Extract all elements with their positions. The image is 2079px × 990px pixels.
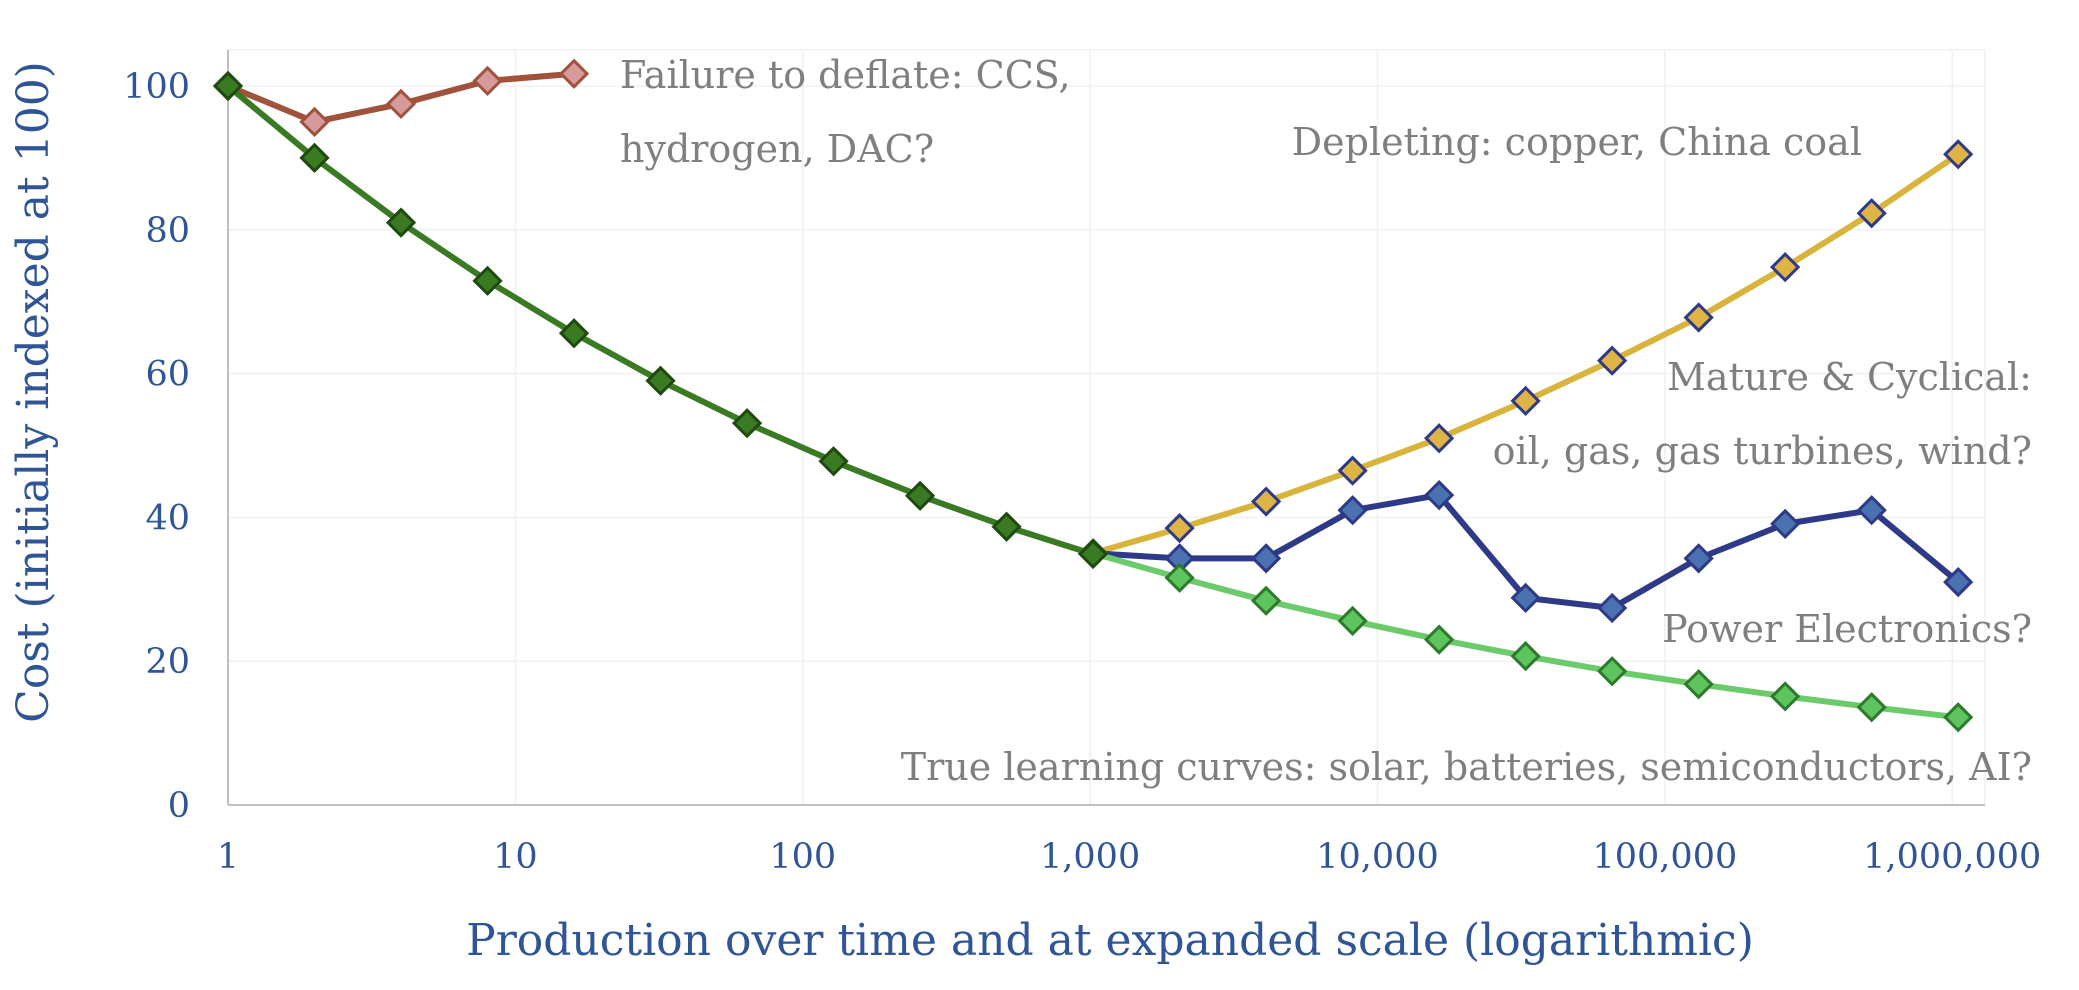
data-point-mature [1683, 543, 1714, 574]
data-point-depleting [1597, 345, 1628, 376]
series-layer [212, 58, 1974, 733]
data-point-failure [299, 106, 330, 138]
data-point-learning [1250, 585, 1282, 616]
series-mature [1077, 479, 1974, 624]
data-point-depleting [1510, 385, 1541, 417]
axes [227, 50, 1985, 806]
data-point-depleting [1424, 423, 1455, 454]
data-point-depleting [1337, 455, 1368, 486]
data-point-common [991, 511, 1022, 542]
y-tick-label: 20 [145, 642, 190, 682]
x-axis-tick-labels: 1 10 100 1,000 10,000 100,000 1,000,000 [217, 837, 2041, 877]
annotation-mature-line1: Mature & Cyclical: [1667, 355, 2032, 399]
x-tick-label: 1 [217, 837, 239, 877]
y-tick-label: 0 [168, 786, 190, 826]
data-point-depleting [1770, 252, 1801, 283]
y-tick-label: 40 [145, 498, 190, 538]
x-tick-label: 100,000 [1593, 837, 1738, 877]
x-tick-label: 10,000 [1316, 837, 1438, 877]
y-tick-label: 80 [145, 211, 190, 251]
data-point-learning [1943, 702, 1974, 733]
data-point-depleting [1683, 302, 1714, 333]
data-point-mature [1250, 543, 1282, 574]
data-point-common [1077, 538, 1109, 570]
data-point-learning [1164, 562, 1195, 593]
data-point-learning [1770, 681, 1801, 712]
data-point-common [472, 265, 503, 296]
data-point-mature [1770, 508, 1801, 539]
data-point-learning [1683, 669, 1714, 700]
data-point-depleting [1856, 198, 1887, 229]
data-point-learning [1424, 624, 1455, 655]
data-point-failure [472, 65, 503, 97]
data-point-common [818, 446, 849, 477]
annotation-learning-curves: True learning curves: solar, batteries, … [901, 745, 2032, 789]
y-tick-label: 60 [145, 355, 190, 395]
data-point-failure [385, 88, 417, 120]
data-point-depleting [1250, 486, 1282, 517]
data-point-failure [558, 58, 590, 89]
annotation-power-electronics: Power Electronics? [1662, 607, 2032, 651]
data-point-common [645, 365, 676, 396]
y-tick-label: 100 [123, 67, 190, 107]
data-point-mature [1424, 479, 1455, 511]
series-depleting [1077, 139, 1974, 569]
data-point-learning [1337, 605, 1368, 637]
data-point-mature [1856, 495, 1887, 526]
data-point-mature [1510, 582, 1541, 614]
x-tick-label: 100 [769, 837, 836, 877]
data-point-common [385, 207, 417, 238]
series-common [212, 70, 1109, 570]
annotation-mature-line2: oil, gas, gas turbines, wind? [1493, 429, 2032, 473]
data-point-common [558, 318, 590, 349]
data-point-depleting [1164, 513, 1195, 544]
annotation-failure-line2: hydrogen, DAC? [620, 127, 934, 171]
data-point-mature [1597, 592, 1628, 624]
data-point-common [212, 70, 244, 102]
data-point-common [299, 142, 330, 173]
y-axis-tick-labels: 0 20 40 60 80 100 [123, 67, 190, 826]
data-point-learning [1597, 656, 1628, 687]
y-axis-title: Cost (initially indexed at 100) [8, 61, 59, 723]
data-point-common [904, 480, 936, 511]
x-tick-label: 1,000 [1040, 837, 1140, 877]
annotation-failure-line1: Failure to deflate: CCS, [620, 53, 1071, 97]
data-point-mature [1943, 566, 1974, 598]
data-point-depleting [1943, 139, 1974, 170]
data-point-mature [1337, 495, 1368, 526]
data-point-learning [1856, 692, 1887, 723]
x-tick-label: 10 [493, 837, 538, 877]
data-point-learning [1510, 641, 1541, 672]
annotation-depleting: Depleting: copper, China coal [1292, 120, 1862, 164]
series-learning [1077, 538, 1974, 733]
x-tick-label: 1,000,000 [1863, 837, 2041, 877]
grid-lines [228, 49, 1986, 805]
x-axis-title: Production over time and at expanded sca… [466, 915, 1754, 966]
series-line-depleting [1090, 151, 1962, 557]
data-point-common [731, 408, 763, 439]
